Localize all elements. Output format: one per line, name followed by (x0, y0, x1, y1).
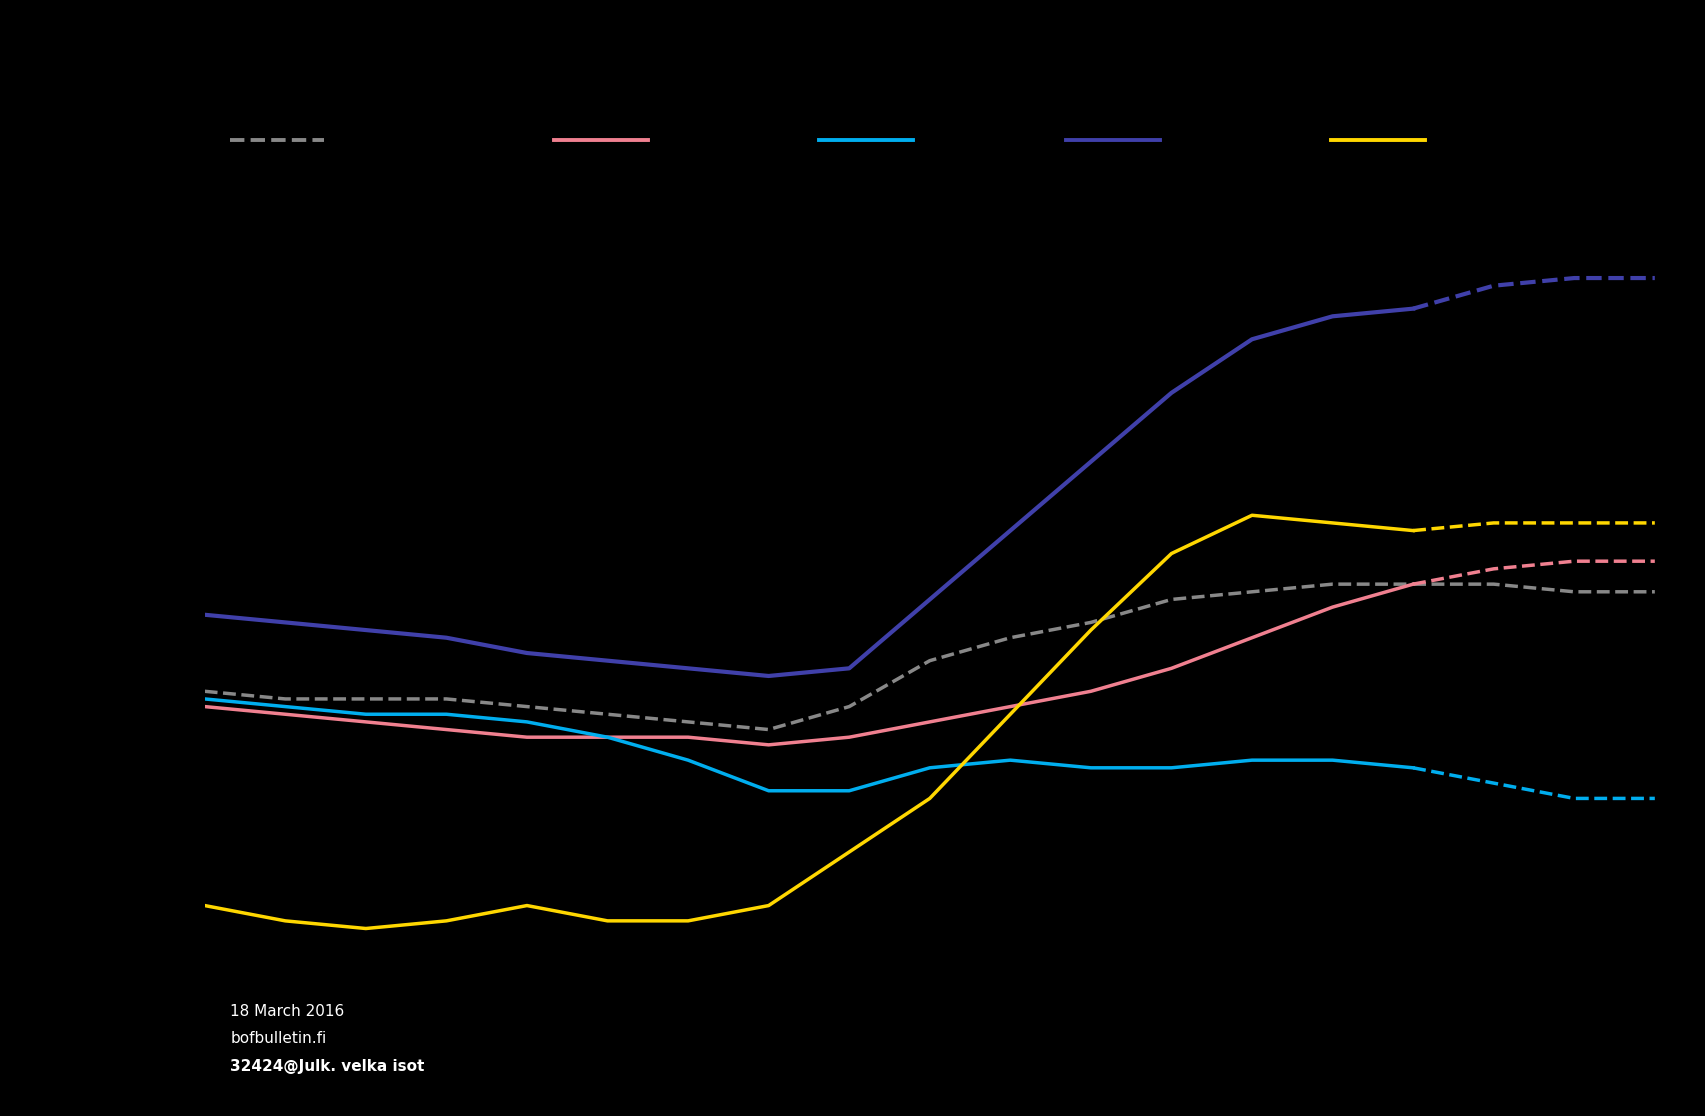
Text: 18 March 2016: 18 March 2016 (230, 1003, 344, 1019)
Text: bofbulletin.fi: bofbulletin.fi (230, 1031, 326, 1047)
Text: 32424@Julk. velka isot: 32424@Julk. velka isot (230, 1059, 425, 1075)
